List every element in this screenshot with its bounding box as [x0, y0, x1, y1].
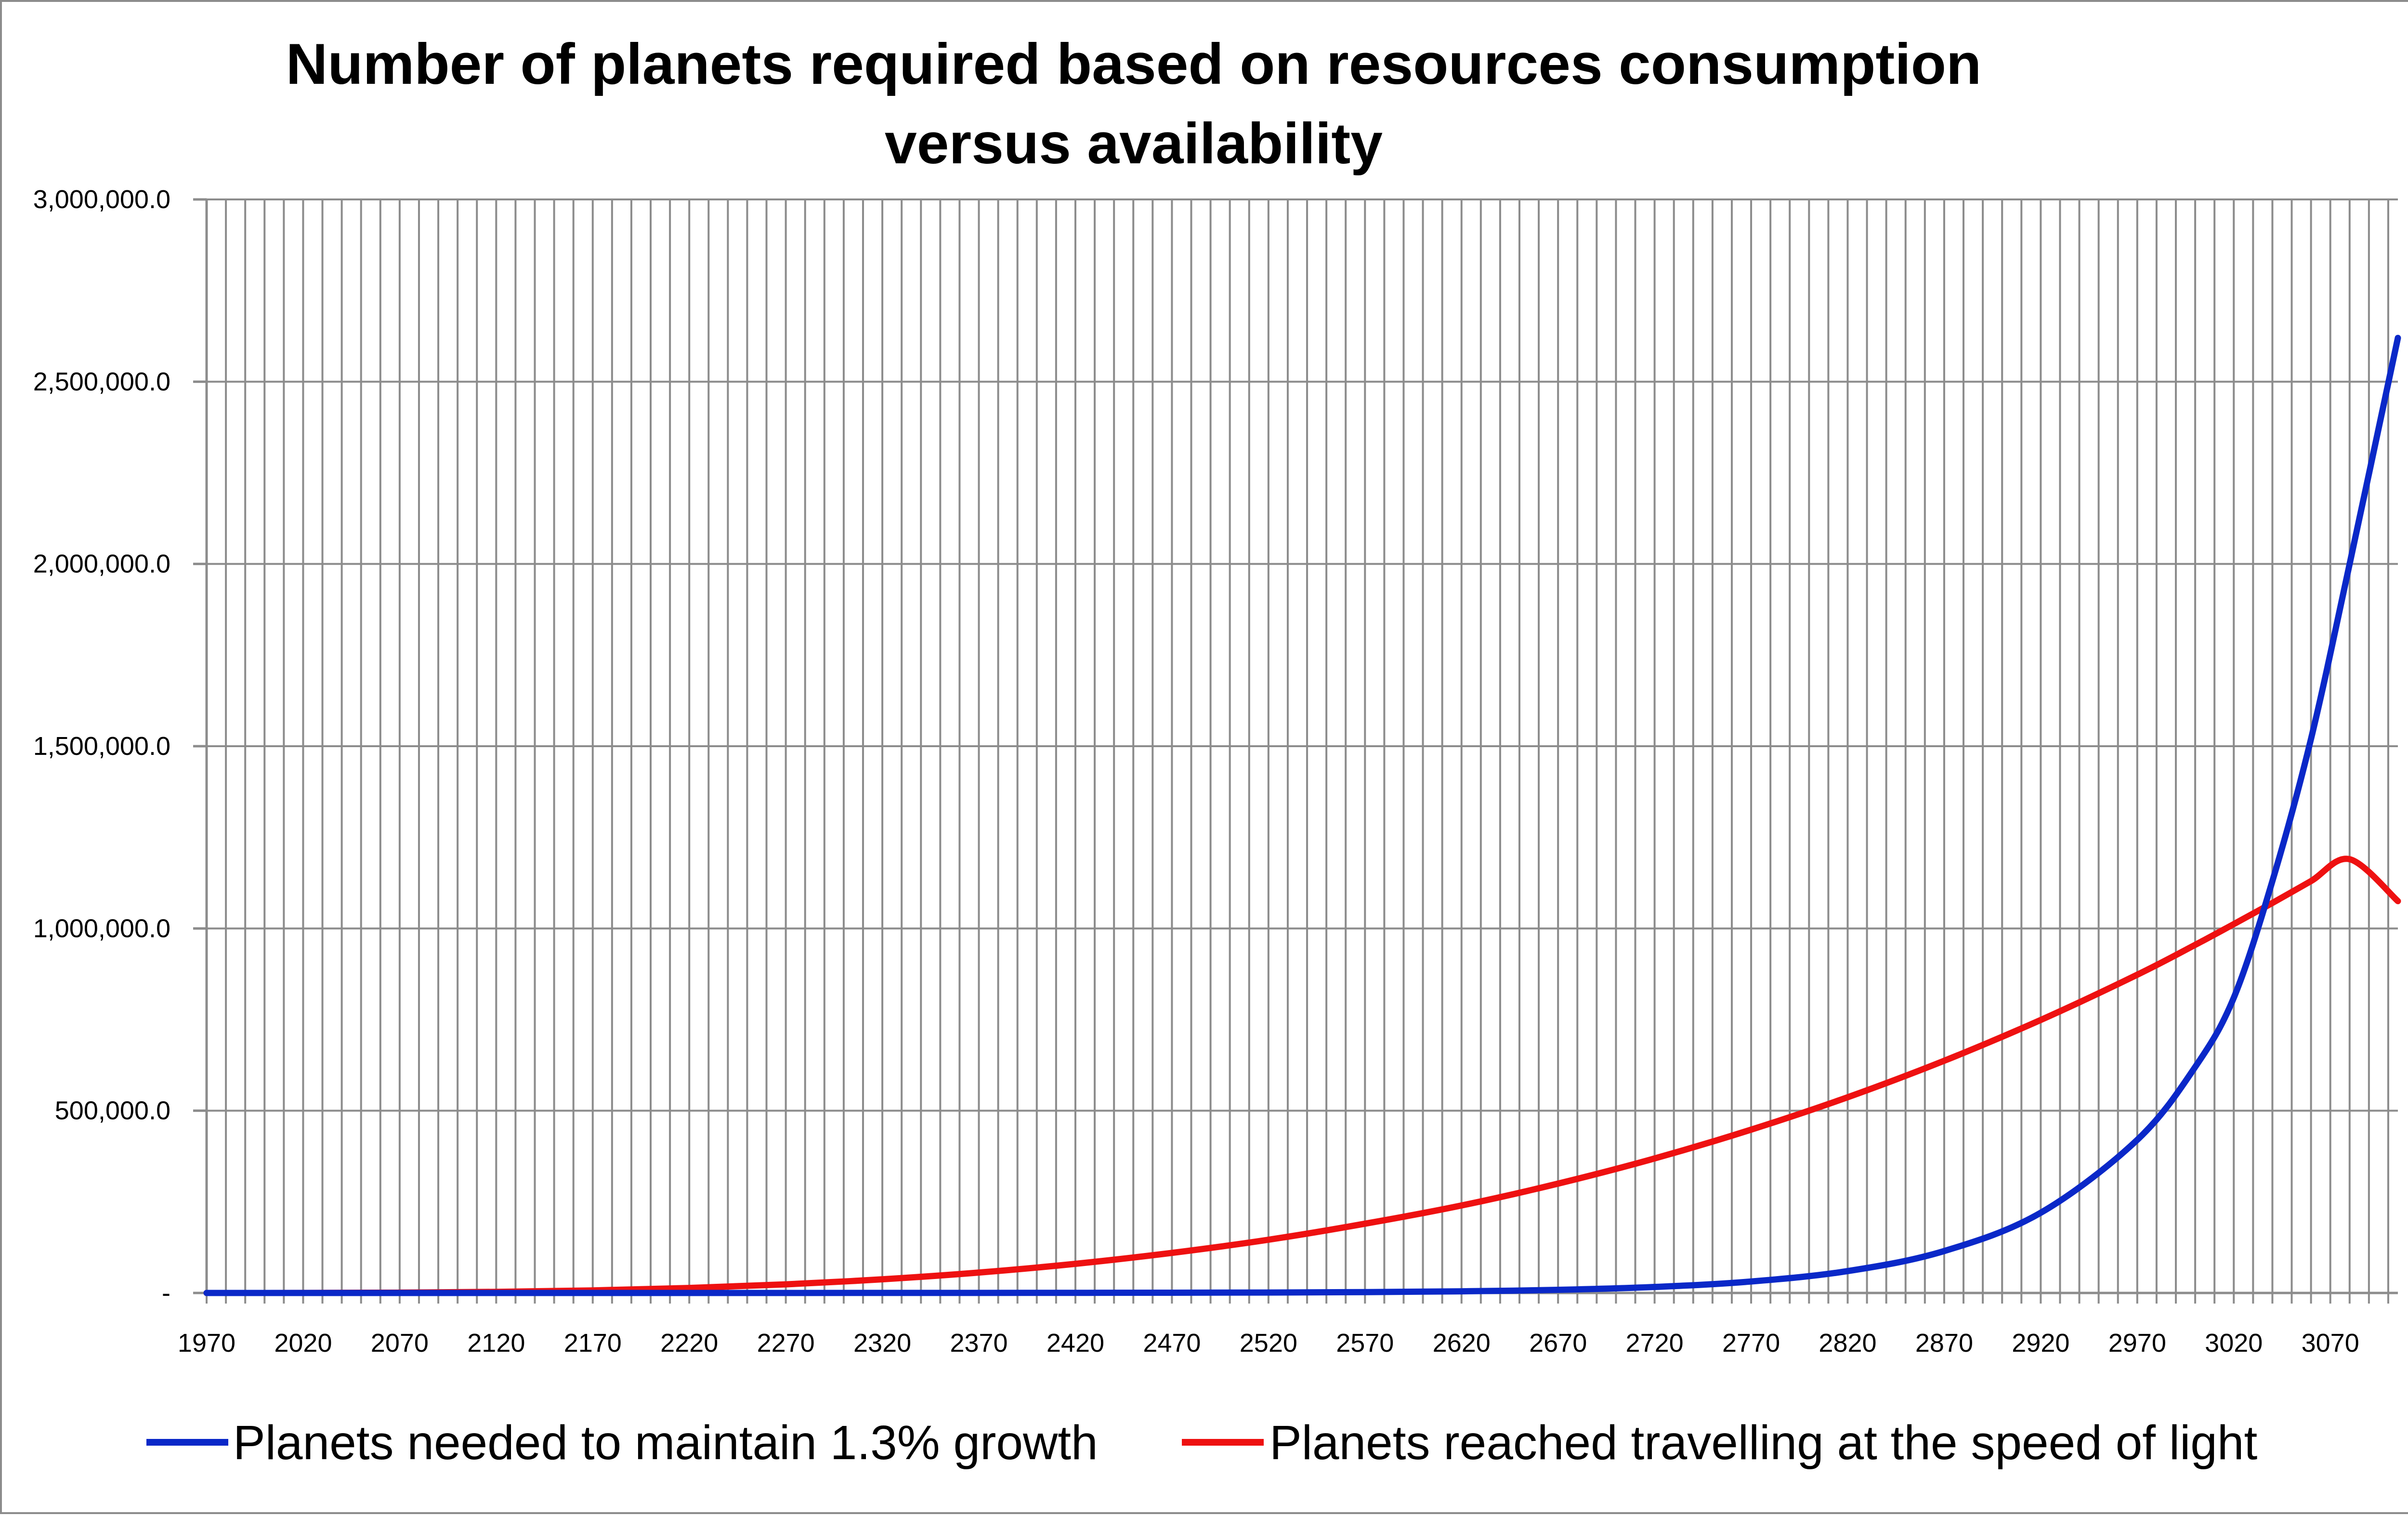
y-tick-label: 1,000,000.0	[33, 914, 170, 943]
x-tick-label: 2220	[660, 1329, 718, 1358]
x-tick-label: 2720	[1626, 1329, 1684, 1358]
x-tick-label: 2070	[371, 1329, 429, 1358]
x-tick-label: 2670	[1529, 1329, 1587, 1358]
legend-label-planets-reached: Planets reached travelling at the speed …	[1269, 1416, 2258, 1470]
legend-label-planets-needed: Planets needed to maintain 1.3% growth	[233, 1416, 1098, 1470]
grid-lines	[206, 198, 2398, 1293]
y-tick-label: 2,000,000.0	[33, 550, 170, 579]
axes	[193, 198, 2398, 1304]
x-tick-label: 2620	[1433, 1329, 1491, 1358]
x-tick-label: 2420	[1047, 1329, 1104, 1358]
x-tick-label: 2120	[467, 1329, 525, 1358]
y-tick-label: 2,500,000.0	[33, 367, 170, 396]
y-tick-label: 1,500,000.0	[33, 732, 170, 761]
x-tick-label: 2870	[1915, 1329, 1973, 1358]
x-tick-label: 3070	[2302, 1329, 2359, 1358]
y-tick-label: -	[162, 1279, 170, 1307]
x-tick-label: 2770	[1722, 1329, 1780, 1358]
x-tick-label: 2320	[853, 1329, 911, 1358]
x-axis-tick-labels: 1970 2020 2070 2120 2170 2220 2270 2320 2370 2420…	[178, 1329, 2359, 1358]
chart-title-line-2: versus availability	[885, 111, 1383, 176]
x-tick-label: 2820	[1819, 1329, 1876, 1358]
series-line-planets-needed	[203, 335, 2401, 1296]
chart-title-line-1: Number of planets required based on reso…	[286, 32, 1982, 96]
x-tick-label: 2370	[950, 1329, 1008, 1358]
y-tick-label: 500,000.0	[55, 1096, 170, 1125]
x-tick-label: 2570	[1336, 1329, 1394, 1358]
x-tick-label: 2520	[1240, 1329, 1297, 1358]
x-tick-label: 2270	[757, 1329, 815, 1358]
legend: Planets needed to maintain 1.3% growth Pl…	[146, 1416, 2258, 1470]
x-tick-label: 2020	[274, 1329, 332, 1358]
x-tick-label: 3020	[2205, 1329, 2263, 1358]
x-tick-label: 2920	[2012, 1329, 2069, 1358]
series-lines	[203, 335, 2401, 1296]
x-tick-label: 2470	[1143, 1329, 1201, 1358]
x-tick-label: 2970	[2108, 1329, 2166, 1358]
x-tick-label: 1970	[178, 1329, 236, 1358]
y-axis-tick-labels: - 500,000.0 1,000,000.0 1,500,000.0 2,000,00…	[33, 185, 170, 1307]
y-tick-label: 3,000,000.0	[33, 185, 170, 214]
x-tick-label: 2170	[564, 1329, 622, 1358]
